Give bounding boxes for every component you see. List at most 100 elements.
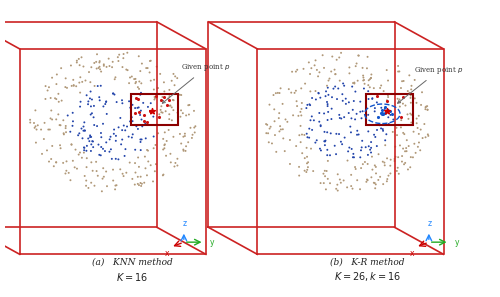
Point: [321, 139, 329, 144]
Point: [320, 181, 328, 186]
Point: [45, 159, 53, 164]
Point: [87, 148, 95, 153]
Point: [398, 79, 406, 83]
Point: [188, 135, 196, 140]
Point: [92, 59, 100, 64]
Point: [385, 122, 393, 127]
Point: [296, 133, 304, 138]
Point: [420, 122, 428, 127]
Point: [400, 132, 408, 137]
Point: [160, 143, 168, 148]
Point: [75, 56, 83, 61]
Point: [89, 145, 97, 149]
Point: [110, 131, 118, 136]
Point: [298, 151, 306, 156]
Text: (b)   K-R method: (b) K-R method: [330, 257, 405, 266]
Point: [102, 112, 110, 116]
Point: [335, 55, 343, 60]
Point: [364, 144, 372, 148]
Point: [100, 63, 108, 68]
Point: [296, 140, 304, 145]
Point: [394, 64, 402, 68]
Point: [168, 105, 175, 110]
Point: [398, 159, 406, 164]
Point: [100, 62, 108, 67]
Point: [424, 107, 432, 112]
Point: [68, 83, 76, 88]
Point: [144, 159, 152, 164]
Point: [99, 121, 107, 126]
Point: [352, 167, 360, 171]
Point: [84, 102, 92, 107]
Point: [172, 92, 179, 97]
Point: [96, 153, 104, 158]
Point: [171, 74, 179, 79]
Point: [96, 64, 104, 69]
Point: [317, 148, 325, 153]
Point: [45, 85, 53, 90]
Point: [108, 65, 116, 69]
Point: [62, 126, 70, 130]
Point: [363, 66, 371, 71]
Point: [122, 147, 130, 151]
Point: [83, 143, 91, 148]
Point: [348, 146, 356, 151]
Point: [192, 124, 200, 129]
Point: [82, 148, 90, 153]
Point: [135, 86, 143, 91]
Point: [404, 112, 411, 117]
Point: [125, 81, 133, 86]
Point: [96, 67, 104, 72]
Point: [30, 121, 38, 125]
Point: [26, 117, 34, 122]
Point: [328, 117, 336, 121]
Point: [142, 136, 150, 141]
Point: [76, 63, 84, 67]
Point: [138, 124, 146, 129]
Point: [422, 104, 430, 109]
Point: [82, 178, 90, 183]
Point: [318, 53, 326, 58]
Point: [180, 147, 188, 152]
Point: [321, 143, 329, 148]
Point: [320, 129, 328, 134]
Point: [383, 156, 391, 161]
Point: [355, 53, 363, 58]
Point: [323, 153, 331, 157]
Point: [80, 124, 88, 129]
Point: [137, 108, 145, 113]
Point: [90, 104, 98, 108]
Point: [390, 159, 398, 163]
Point: [306, 72, 314, 76]
Point: [102, 99, 110, 104]
Point: [374, 115, 382, 120]
Point: [124, 68, 132, 72]
Point: [398, 154, 406, 158]
Point: [346, 71, 354, 76]
Point: [190, 130, 198, 135]
Point: [339, 81, 347, 86]
Point: [313, 67, 321, 72]
Point: [80, 128, 88, 133]
Point: [134, 174, 142, 179]
Point: [112, 138, 120, 143]
Point: [378, 110, 386, 115]
Point: [52, 160, 60, 165]
Point: [402, 149, 410, 154]
Point: [412, 100, 420, 105]
Point: [170, 83, 178, 88]
Bar: [131, 94, 178, 125]
Point: [344, 111, 352, 116]
Point: [379, 159, 387, 164]
Point: [376, 123, 384, 127]
Point: [286, 138, 294, 142]
Point: [150, 97, 158, 102]
Point: [182, 113, 190, 118]
Point: [152, 64, 160, 69]
Point: [333, 97, 341, 102]
Point: [316, 123, 324, 128]
Point: [418, 136, 426, 140]
Point: [38, 151, 46, 156]
Point: [130, 110, 138, 115]
Point: [158, 110, 166, 115]
